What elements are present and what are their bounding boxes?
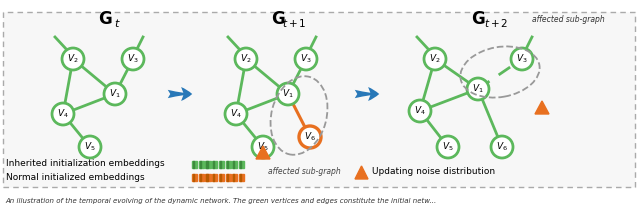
- Bar: [233, 161, 234, 168]
- Bar: [227, 173, 228, 180]
- Circle shape: [299, 126, 321, 148]
- Bar: [240, 173, 241, 180]
- Text: $V_5$: $V_5$: [442, 141, 454, 153]
- Text: An illustration of the temporal evolving of the dynamic network. The green verti: An illustration of the temporal evolving…: [5, 198, 436, 204]
- Circle shape: [295, 48, 317, 70]
- Bar: [198, 173, 204, 180]
- Circle shape: [437, 136, 459, 158]
- Bar: [239, 173, 244, 180]
- Text: $V_3$: $V_3$: [127, 53, 139, 65]
- Bar: [200, 173, 201, 180]
- Bar: [200, 161, 201, 168]
- Text: $V_4$: $V_4$: [57, 108, 69, 120]
- Text: $V_1$: $V_1$: [472, 83, 484, 95]
- Bar: [225, 173, 230, 180]
- Circle shape: [52, 103, 74, 125]
- Bar: [198, 161, 204, 168]
- Circle shape: [511, 48, 533, 70]
- Bar: [212, 173, 218, 180]
- Bar: [219, 173, 224, 180]
- Circle shape: [277, 83, 299, 105]
- Text: $V_2$: $V_2$: [429, 53, 441, 65]
- Text: affected sub-graph: affected sub-graph: [268, 166, 340, 175]
- Bar: [219, 161, 224, 168]
- Text: $V_5$: $V_5$: [84, 141, 96, 153]
- Bar: [213, 173, 214, 180]
- Text: $V_3$: $V_3$: [516, 53, 528, 65]
- Circle shape: [467, 78, 489, 100]
- Circle shape: [424, 48, 446, 70]
- Bar: [212, 161, 218, 168]
- Text: $V_2$: $V_2$: [240, 53, 252, 65]
- Bar: [232, 173, 237, 180]
- Bar: [232, 161, 237, 168]
- Circle shape: [225, 103, 247, 125]
- Bar: [240, 161, 241, 168]
- Text: Inherited initialization embeddings: Inherited initialization embeddings: [6, 159, 164, 168]
- Bar: [193, 173, 194, 180]
- Circle shape: [409, 100, 431, 122]
- Text: $V_4$: $V_4$: [230, 108, 242, 120]
- Circle shape: [491, 136, 513, 158]
- Text: $V_2$: $V_2$: [67, 53, 79, 65]
- Bar: [239, 161, 244, 168]
- Bar: [220, 173, 221, 180]
- Bar: [205, 161, 211, 168]
- Circle shape: [235, 48, 257, 70]
- Circle shape: [122, 48, 144, 70]
- Bar: [220, 161, 221, 168]
- Text: affected sub-graph: affected sub-graph: [532, 14, 604, 23]
- Text: $\bf{G}$: $\bf{G}$: [271, 10, 285, 28]
- Bar: [225, 161, 230, 168]
- Text: $V_1$: $V_1$: [282, 88, 294, 100]
- FancyBboxPatch shape: [3, 12, 635, 187]
- Text: $t$: $t$: [114, 17, 120, 29]
- Bar: [192, 173, 197, 180]
- Bar: [193, 161, 194, 168]
- Circle shape: [104, 83, 126, 105]
- Text: $t+2$: $t+2$: [484, 17, 508, 29]
- Text: $V_6$: $V_6$: [496, 141, 508, 153]
- Text: Updating noise distribution: Updating noise distribution: [372, 168, 495, 177]
- Circle shape: [62, 48, 84, 70]
- Polygon shape: [256, 146, 270, 159]
- Text: $V_5$: $V_5$: [257, 141, 269, 153]
- Text: $V_3$: $V_3$: [300, 53, 312, 65]
- Bar: [206, 161, 207, 168]
- Circle shape: [79, 136, 101, 158]
- Text: $\bf{G}$: $\bf{G}$: [471, 10, 485, 28]
- Circle shape: [252, 136, 274, 158]
- Text: $\bf{G}$: $\bf{G}$: [98, 10, 112, 28]
- Polygon shape: [355, 166, 368, 179]
- Bar: [227, 161, 228, 168]
- Bar: [213, 161, 214, 168]
- Bar: [206, 173, 207, 180]
- Polygon shape: [535, 101, 549, 114]
- Text: $t+1$: $t+1$: [282, 17, 306, 29]
- Text: $V_4$: $V_4$: [414, 105, 426, 117]
- Text: Normal initialized embeddings: Normal initialized embeddings: [6, 173, 145, 182]
- Bar: [192, 161, 197, 168]
- Bar: [205, 173, 211, 180]
- Text: $V_1$: $V_1$: [109, 88, 121, 100]
- Text: $V_6$: $V_6$: [304, 131, 316, 143]
- Bar: [233, 173, 234, 180]
